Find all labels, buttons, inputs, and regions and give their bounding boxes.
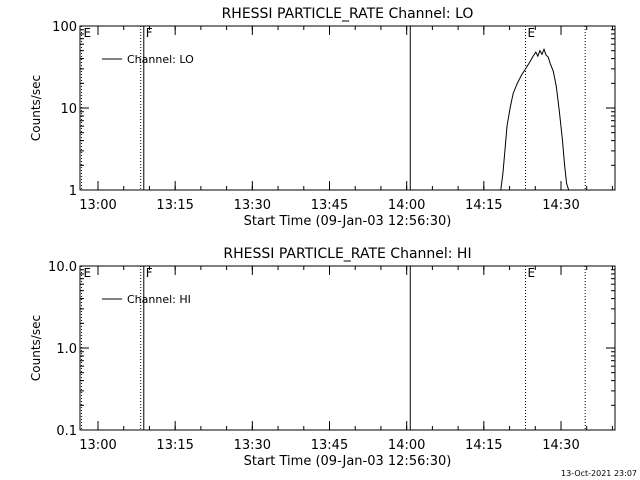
- y-tick-label: 1.0: [56, 342, 77, 357]
- y-axis-label: Counts/sec: [29, 315, 43, 381]
- chart-title: RHESSI PARTICLE_RATE Channel: LO: [222, 6, 474, 22]
- x-axis-label: Start Time (09-Jan-03 12:56:30): [244, 214, 452, 229]
- plot-frame: [79, 25, 616, 191]
- legend-label: Channel: LO: [127, 53, 194, 66]
- series-line-channel-lo: [500, 47, 570, 191]
- x-tick-label: 14:00: [388, 438, 425, 453]
- event-marker-label: F: [146, 266, 153, 280]
- y-tick-label: 0.1: [56, 424, 77, 439]
- y-tick-label: 1: [69, 184, 77, 199]
- x-tick-label: 14:30: [542, 198, 579, 213]
- x-tick-label: 13:30: [234, 438, 271, 453]
- y-tick-label: 10: [60, 102, 77, 117]
- x-tick-label: 13:30: [234, 198, 271, 213]
- event-marker-label: E: [84, 266, 92, 280]
- x-tick-label: 14:00: [388, 198, 425, 213]
- event-marker-label: F: [146, 26, 153, 40]
- x-tick-label: 13:00: [79, 198, 116, 213]
- x-tick-label: 13:00: [79, 438, 116, 453]
- x-tick-label: 13:45: [311, 438, 348, 453]
- x-tick-label: 14:15: [465, 198, 502, 213]
- event-marker-label: E: [527, 26, 535, 40]
- x-tick-label: 14:15: [465, 438, 502, 453]
- x-axis-label: Start Time (09-Jan-03 12:56:30): [244, 454, 452, 469]
- plot-frame: [79, 265, 616, 431]
- x-tick-label: 13:15: [156, 438, 193, 453]
- y-tick-label: 10.0: [48, 260, 77, 275]
- panel-hi: RHESSI PARTICLE_RATE Channel: HI 0.1 1.0 10…: [29, 246, 616, 469]
- chart-title: RHESSI PARTICLE_RATE Channel: HI: [223, 246, 471, 262]
- y-tick-label: 100: [52, 20, 77, 35]
- event-marker-label: E: [527, 266, 535, 280]
- y-axis-label: Counts/sec: [29, 75, 43, 141]
- x-tick-label: 13:45: [311, 198, 348, 213]
- panel-lo: RHESSI PARTICLE_RATE Channel: LO 1 10 100 Co…: [29, 6, 616, 229]
- legend-label: Channel: HI: [127, 293, 191, 306]
- footer-timestamp: 13-Oct-2021 23:07: [561, 469, 637, 478]
- x-tick-label: 13:15: [156, 198, 193, 213]
- event-marker-label: E: [84, 26, 92, 40]
- x-tick-label: 14:30: [542, 438, 579, 453]
